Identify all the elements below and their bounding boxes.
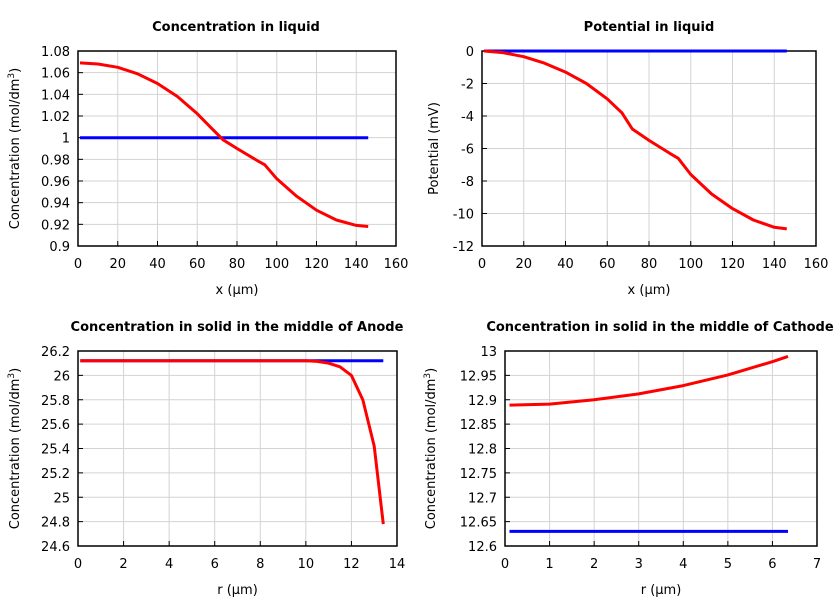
x-tick-label: 0: [478, 257, 486, 272]
series-line-2: [509, 354, 789, 407]
y-tick-label: 0.94: [41, 197, 70, 212]
x-tick-label: 60: [189, 257, 206, 272]
x-tick-label: 4: [165, 557, 173, 572]
x-tick-label: 20: [515, 257, 532, 272]
y-axis-label: Concentration (mol/dm3): [423, 368, 439, 530]
y-axis-label: Potential (mV): [427, 102, 442, 195]
plot-frame: [504, 350, 818, 547]
y-tick-label: 13: [480, 345, 497, 360]
series-line-2: [80, 359, 385, 525]
x-tick-label: 2: [590, 557, 598, 572]
y-tick-label: 0.98: [41, 153, 70, 168]
x-tick-label: 5: [724, 557, 732, 572]
x-tick-label: 40: [557, 257, 574, 272]
chart-title: Concentration in solid in the middle of …: [71, 320, 404, 335]
x-tick-label: 6: [768, 557, 776, 572]
y-tick-label: 1.02: [41, 110, 70, 125]
y-tick-label: 0: [466, 45, 474, 60]
y-tick-label: 12.7: [468, 491, 497, 506]
y-tick-label: 26.2: [41, 345, 70, 360]
x-tick-label: 14: [389, 557, 406, 572]
y-tick-label: -6: [461, 143, 474, 158]
x-tick-label: 120: [304, 257, 329, 272]
y-tick-label: 12.65: [460, 516, 497, 531]
y-tick-label: 1.06: [41, 67, 70, 82]
x-tick-label: 0: [501, 557, 509, 572]
y-tick-label: 26: [53, 369, 70, 384]
x-tick-label: 160: [384, 257, 409, 272]
chart-title: Potential in liquid: [584, 20, 715, 35]
y-tick-label: 1: [62, 132, 70, 147]
x-axis-label: r (µm): [641, 583, 682, 598]
x-tick-label: 2: [119, 557, 127, 572]
x-tick-label: 10: [298, 557, 315, 572]
x-tick-label: 6: [211, 557, 219, 572]
y-tick-label: -4: [461, 110, 474, 125]
y-axis-label: Concentration (mol/dm3): [7, 68, 23, 230]
y-tick-label: 0.96: [41, 175, 70, 190]
x-axis-label: r (µm): [217, 583, 258, 598]
y-tick-label: 12.85: [460, 418, 497, 433]
x-tick-label: 0: [74, 557, 82, 572]
x-tick-label: 80: [229, 257, 246, 272]
y-tick-label: 1.08: [41, 45, 70, 60]
y-tick-label: 12.95: [460, 369, 497, 384]
series-line-2: [79, 61, 369, 228]
x-tick-label: 140: [344, 257, 369, 272]
y-tick-label: 24.6: [41, 540, 70, 555]
plot-frame: [77, 50, 397, 247]
y-axis-label: Concentration (mol/dm3): [7, 368, 23, 530]
chart-4: Concentration in solid in the middle of …: [423, 320, 834, 598]
y-tick-label: 25.6: [41, 418, 70, 433]
y-tick-label: -12: [453, 240, 474, 255]
chart-3: Concentration in solid in the middle of …: [7, 320, 405, 598]
plot-frame: [77, 350, 398, 547]
x-tick-label: 7: [813, 557, 821, 572]
y-tick-label: 12.6: [468, 540, 497, 555]
y-tick-label: 25.4: [41, 443, 70, 458]
x-tick-label: 80: [641, 257, 658, 272]
x-tick-label: 3: [635, 557, 643, 572]
x-tick-label: 100: [264, 257, 289, 272]
x-tick-label: 0: [74, 257, 82, 272]
y-tick-label: 12.8: [468, 443, 497, 458]
x-tick-label: 60: [599, 257, 616, 272]
chart-1: Concentration in liquid 0 20 40 60 80 100 120 14…: [7, 20, 408, 298]
x-tick-label: 100: [678, 257, 703, 272]
series-line-2: [483, 49, 787, 231]
y-tick-label: 25.2: [41, 467, 70, 482]
x-tick-label: 12: [343, 557, 360, 572]
x-tick-label: 160: [804, 257, 829, 272]
chart-title: Concentration in solid in the middle of …: [486, 320, 834, 335]
chart-title: Concentration in liquid: [152, 20, 320, 35]
x-axis-label: x (µm): [628, 283, 671, 298]
y-tick-label: 25: [53, 491, 70, 506]
y-tick-label: -8: [461, 175, 474, 190]
y-tick-label: -10: [453, 208, 474, 223]
chart-2: Potential in liquid 0 20 40 60 80 100 120 140 160…: [427, 20, 828, 298]
y-tick-label: 0.9: [49, 240, 70, 255]
x-tick-label: 20: [109, 257, 126, 272]
x-tick-label: 120: [720, 257, 745, 272]
x-tick-label: 140: [762, 257, 787, 272]
y-tick-label: 24.8: [41, 516, 70, 531]
y-tick-label: 25.8: [41, 394, 70, 409]
x-tick-label: 1: [545, 557, 553, 572]
y-tick-label: 12.9: [468, 394, 497, 409]
y-tick-label: 0.92: [41, 218, 70, 233]
y-tick-label: -2: [461, 78, 474, 93]
x-axis-label: x (µm): [216, 283, 259, 298]
x-tick-label: 8: [256, 557, 264, 572]
y-tick-label: 12.75: [460, 467, 497, 482]
y-tick-label: 1.04: [41, 88, 70, 103]
x-tick-label: 4: [679, 557, 687, 572]
x-tick-label: 40: [149, 257, 166, 272]
